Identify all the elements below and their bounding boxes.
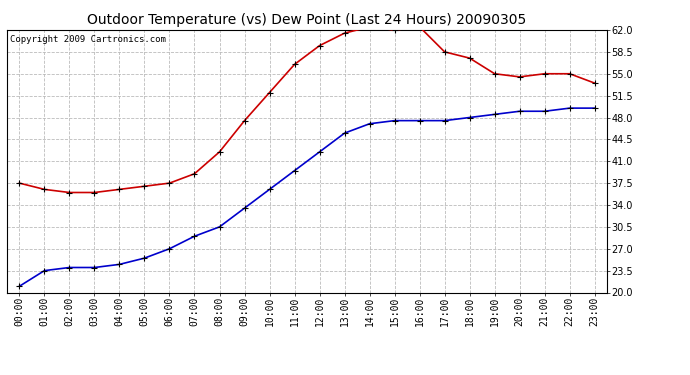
Text: Copyright 2009 Cartronics.com: Copyright 2009 Cartronics.com — [10, 35, 166, 44]
Title: Outdoor Temperature (vs) Dew Point (Last 24 Hours) 20090305: Outdoor Temperature (vs) Dew Point (Last… — [88, 13, 526, 27]
